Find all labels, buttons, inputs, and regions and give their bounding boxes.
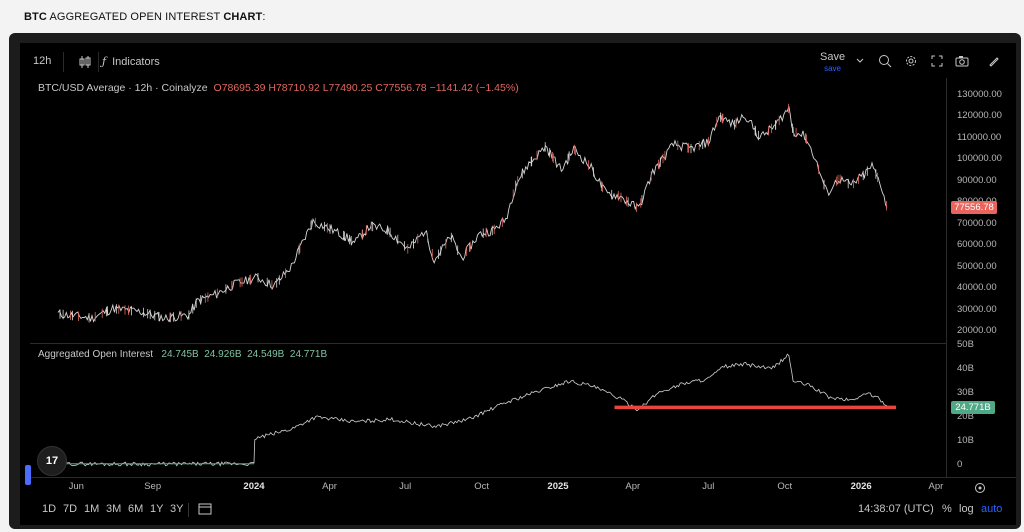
chevron-down-icon[interactable] — [852, 53, 868, 69]
last-oi-tag: 24.771B — [951, 401, 995, 414]
time-tick-label: Oct — [777, 481, 793, 492]
price-tick-label: 50000.00 — [957, 260, 997, 272]
price-tick-label: 130000.00 — [957, 89, 1002, 100]
search-zoom-icon[interactable] — [877, 53, 893, 69]
time-tick-label: 2026 — [850, 481, 872, 492]
indicators-button[interactable]: ƒ Indicators — [102, 55, 160, 68]
price-series-line — [57, 106, 888, 323]
range-1d-button[interactable]: 1D — [42, 503, 57, 515]
legend-close: C77556.78 — [375, 82, 427, 94]
interval-button[interactable]: 12h — [33, 55, 52, 67]
time-tick-label: Apr — [928, 481, 944, 492]
price-tick-label: 30000.00 — [957, 303, 997, 315]
price-tick-label: 110000.00 — [957, 131, 1002, 143]
oi-tick-label: 50B — [957, 339, 974, 350]
price-tick-label: 90000.00 — [957, 174, 997, 186]
range-3m-button[interactable]: 3M — [106, 503, 122, 515]
scroll-handle[interactable] — [25, 465, 31, 485]
price-tick-label: 60000.00 — [957, 239, 997, 251]
time-tick-label: Jul — [702, 481, 715, 492]
candlestick-icon — [79, 56, 91, 68]
camera-icon[interactable] — [954, 53, 970, 69]
price-tick-label: 20000.00 — [957, 325, 997, 336]
oi-tick-label: 0 — [957, 459, 963, 470]
price-tick-label: 100000.00 — [957, 153, 1002, 165]
pane-divider[interactable] — [30, 343, 946, 344]
price-legend: BTC/USD Average · 12h · Coinalyze O78695… — [38, 82, 519, 94]
price-tick-label: 120000.00 — [957, 110, 1002, 122]
legend-low: L77490.25 — [322, 82, 373, 94]
gear-icon[interactable] — [903, 53, 919, 69]
oi-tick-label: 40B — [957, 363, 974, 374]
pencil-icon[interactable] — [986, 53, 1002, 69]
oi-tick-label: 20B — [957, 411, 974, 422]
oi-tick-label: 10B — [957, 435, 974, 446]
range-1m-button[interactable]: 1M — [84, 503, 100, 515]
legend-open: O78695.39 — [213, 82, 266, 94]
range-1y-button[interactable]: 1Y — [150, 503, 164, 515]
legend-change: −1141.42 (−1.45%) — [429, 82, 519, 94]
clock-time[interactable]: 14:38:07 (UTC) — [858, 503, 934, 515]
bottom-toolbar: 1D 7D 1M 3M 6M 1Y 3Y 14:38:07 (UTC) % lo… — [20, 500, 1016, 520]
time-tick-label: Jul — [399, 481, 412, 492]
candle-style-button[interactable] — [79, 55, 91, 69]
timezone-settings-icon[interactable] — [972, 480, 988, 496]
time-tick-label: 2025 — [547, 481, 569, 492]
time-tick-label: Jun — [68, 481, 84, 492]
tradingview-logo[interactable]: 17 — [37, 446, 67, 476]
last-price-tag: 77556.78 — [951, 201, 997, 214]
range-6m-button[interactable]: 6M — [128, 503, 144, 515]
chart-canvas[interactable] — [20, 43, 1016, 525]
price-tick-label: 40000.00 — [957, 282, 997, 294]
oi-tick-label: 30B — [957, 387, 974, 398]
time-tick-label: 2024 — [243, 481, 265, 492]
auto-toggle[interactable]: auto — [981, 503, 1003, 515]
page-title: BTC AGGREGATED OPEN INTEREST CHART: — [24, 11, 266, 23]
time-tick-label: Apr — [322, 481, 337, 492]
time-axis-border — [30, 477, 1016, 478]
oi-series-line — [57, 353, 887, 467]
oi-legend: Aggregated Open Interest 24.745B 24.926B… — [38, 349, 328, 360]
time-tick-label: Apr — [625, 481, 641, 492]
fullscreen-icon[interactable] — [929, 53, 945, 69]
time-tick-label: Sep — [144, 481, 162, 492]
price-axis-border — [946, 78, 947, 478]
function-icon: ƒ — [102, 55, 107, 68]
log-toggle[interactable]: log — [959, 503, 974, 515]
time-tick-label: Oct — [474, 481, 489, 492]
price-tick-label: 70000.00 — [957, 217, 997, 229]
calendar-icon[interactable] — [198, 502, 212, 518]
legend-high: H78710.92 — [268, 82, 320, 94]
save-button[interactable]: Save save — [820, 51, 846, 74]
range-7d-button[interactable]: 7D — [63, 503, 78, 515]
chart-toolbar: 12h ƒ Indicators Save save — [20, 49, 1016, 75]
range-3y-button[interactable]: 3Y — [170, 503, 184, 515]
percent-toggle[interactable]: % — [942, 503, 952, 515]
